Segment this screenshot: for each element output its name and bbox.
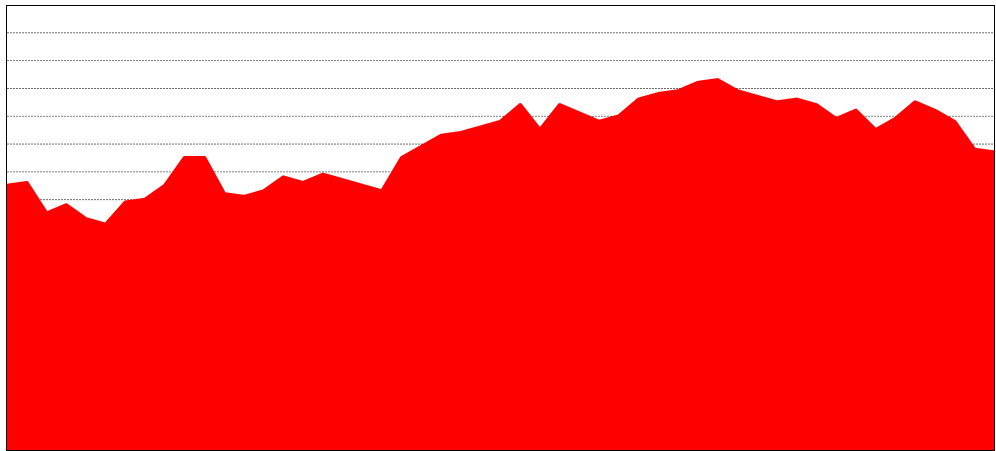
series-area-fill (7, 80, 994, 450)
series-line (6, 78, 995, 227)
series-area (6, 78, 995, 450)
